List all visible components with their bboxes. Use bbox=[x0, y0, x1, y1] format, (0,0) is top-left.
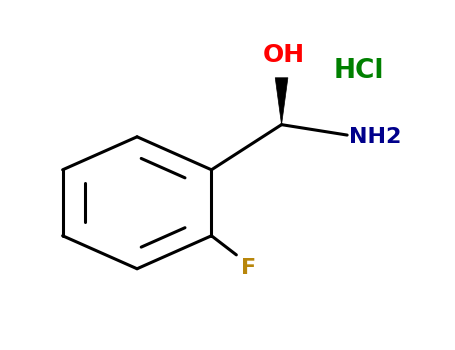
Text: NH2: NH2 bbox=[349, 127, 402, 147]
Text: OH: OH bbox=[263, 43, 305, 66]
Polygon shape bbox=[275, 78, 288, 125]
Text: F: F bbox=[241, 258, 256, 278]
Text: HCl: HCl bbox=[334, 58, 384, 84]
